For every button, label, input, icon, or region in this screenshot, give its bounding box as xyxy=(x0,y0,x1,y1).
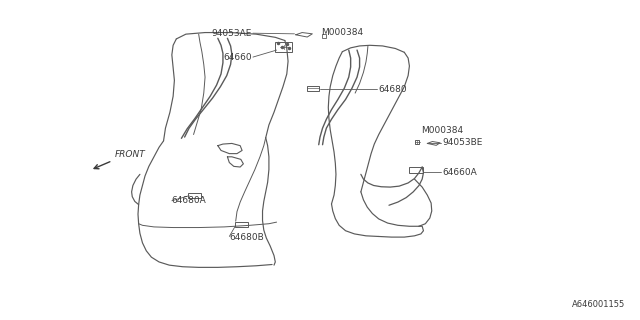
Text: M000384: M000384 xyxy=(421,126,463,135)
Text: 94053AE: 94053AE xyxy=(211,29,252,38)
Text: 64660A: 64660A xyxy=(443,168,477,177)
Text: M000384: M000384 xyxy=(321,28,364,37)
Text: 64680B: 64680B xyxy=(229,233,264,242)
Text: 64680: 64680 xyxy=(379,85,408,94)
Text: 64660: 64660 xyxy=(223,52,252,61)
Text: FRONT: FRONT xyxy=(115,150,145,159)
Text: 94053BE: 94053BE xyxy=(443,138,483,147)
Text: A646001155: A646001155 xyxy=(572,300,625,309)
Text: 64680A: 64680A xyxy=(172,196,207,205)
